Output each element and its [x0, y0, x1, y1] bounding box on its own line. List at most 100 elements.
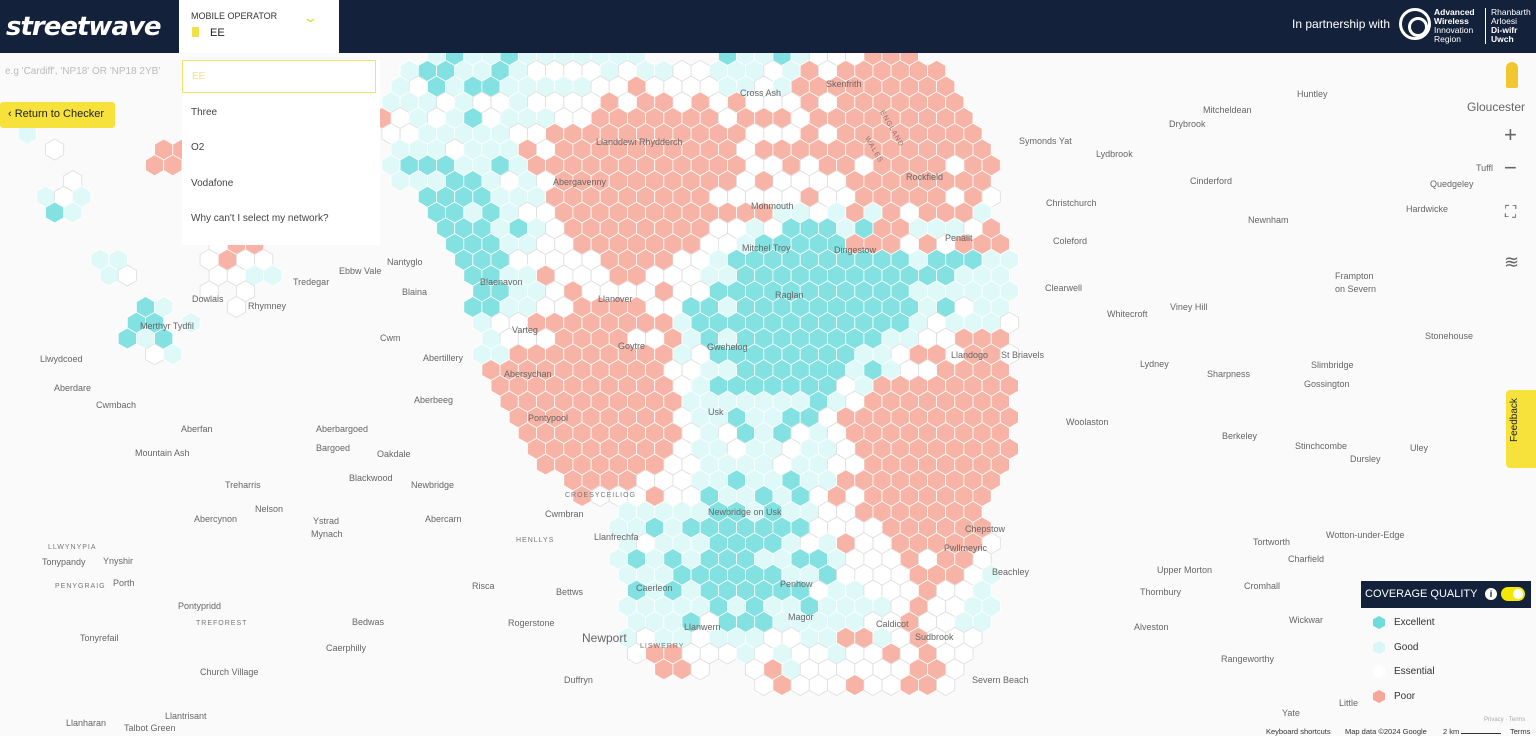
place-label: Bettws	[556, 587, 584, 597]
return-to-checker-button[interactable]: ‹ Return to Checker	[0, 102, 115, 128]
place-label: Blackwood	[349, 473, 393, 483]
place-label: Yate	[1282, 708, 1300, 718]
place-label: Goytre	[618, 341, 645, 351]
place-label: Little	[1339, 698, 1358, 708]
option-three[interactable]: Three	[191, 107, 218, 118]
place-label: Tuffl	[1476, 163, 1493, 173]
place-label: Tortworth	[1253, 537, 1290, 547]
place-label: Gossington	[1304, 379, 1350, 389]
place-label: Cross Ash	[740, 88, 781, 98]
place-label: Pwllmeyric	[944, 543, 988, 553]
place-label: Tonypandy	[42, 557, 86, 567]
place-label: Newport	[582, 631, 627, 645]
coverage-hex-poor[interactable]	[163, 154, 183, 177]
place-label: Beachley	[992, 567, 1030, 577]
privacy-terms-link[interactable]: Privacy · Terms	[1484, 717, 1526, 723]
coverage-hex-essential[interactable]	[936, 674, 956, 696]
place-label: Mitcheldean	[1203, 105, 1252, 115]
place-label: Drybrook	[1169, 119, 1206, 129]
place-label: Dowlais	[192, 294, 224, 304]
place-label: Hardwicke	[1406, 204, 1448, 214]
place-label: Caerleon	[636, 583, 673, 593]
place-label: Llanfrechfa	[594, 532, 639, 542]
coverage-hex-essential[interactable]	[226, 296, 246, 318]
place-label: Coleford	[1053, 236, 1087, 246]
place-label: Abergavenny	[553, 177, 607, 187]
place-label: Aberdare	[54, 383, 91, 393]
place-label: Bargoed	[316, 443, 350, 453]
feedback-button[interactable]: Feedback	[1506, 390, 1536, 468]
coverage-hex-essential[interactable]	[690, 658, 710, 681]
zoom-in-button[interactable]: +	[1504, 122, 1517, 147]
place-label: Berkeley	[1222, 431, 1258, 441]
coverage-toggle[interactable]	[1501, 587, 1525, 601]
coverage-hex-good[interactable]	[163, 343, 183, 366]
place-label: Nantyglo	[387, 257, 423, 267]
place-label: Blaenavon	[480, 277, 523, 287]
place-label: Stonehouse	[1425, 331, 1473, 341]
place-label: Gloucester	[1467, 100, 1525, 114]
place-label: Bedwas	[352, 617, 385, 627]
place-label: Penallt	[945, 233, 973, 243]
place-label: Quedgeley	[1430, 179, 1474, 189]
place-label: Upper Morton	[1157, 565, 1212, 575]
place-label: Aberbeeg	[414, 395, 453, 405]
place-label: Nelson	[255, 504, 283, 514]
top-bar: streetwave MOBILE OPERATOR EE ⌄ In partn…	[0, 0, 1536, 53]
mobile-operator-select[interactable]: MOBILE OPERATOR EE ⌄	[179, 0, 339, 53]
place-label: Stinchcombe	[1295, 441, 1347, 451]
option-ee[interactable]: EE	[182, 60, 376, 93]
place-label: Caldicot	[876, 619, 909, 629]
coverage-hex-good[interactable]	[263, 264, 283, 287]
coverage-hex-essential[interactable]	[199, 280, 219, 303]
place-label: Llanddewi Rhydderch	[596, 137, 683, 147]
network-help-link[interactable]: Why can't I select my network?	[191, 213, 329, 224]
place-label: CROESYCEILIOG	[565, 492, 636, 499]
place-label: Sudbrook	[915, 632, 954, 642]
fullscreen-icon[interactable]: ⛶	[1505, 204, 1517, 221]
zoom-out-button[interactable]: −	[1504, 155, 1517, 180]
keyboard-shortcuts-link[interactable]: Keyboard shortcuts	[1266, 727, 1331, 736]
place-label: Merthyr Tydfil	[140, 321, 194, 331]
scale-bar: 2 km	[1443, 727, 1502, 736]
awir-logo-icon	[1399, 8, 1431, 40]
hexagon-icon	[1373, 690, 1385, 703]
place-label: Ystrad	[313, 516, 339, 526]
place-label: Cwmbran	[545, 509, 584, 519]
place-label: Severn Beach	[972, 675, 1029, 685]
place-label: Raglan	[775, 290, 804, 300]
info-icon[interactable]: i	[1485, 588, 1497, 600]
coverage-hex-good[interactable]	[63, 201, 83, 224]
place-label: Mountain Ash	[135, 448, 190, 458]
place-label: Monmouth	[751, 201, 794, 211]
legend-item-poor: Poor	[1373, 690, 1415, 703]
place-label: Wotton-under-Edge	[1326, 530, 1404, 540]
sim-card-icon	[192, 27, 199, 37]
streetwave-logo[interactable]: streetwave	[6, 12, 162, 42]
option-o2[interactable]: O2	[191, 142, 205, 153]
place-label: Symonds Yat	[1019, 136, 1072, 146]
layers-icon[interactable]: ≋	[1504, 252, 1520, 272]
place-label: Whitecroft	[1107, 309, 1148, 319]
option-vodafone[interactable]: Vodafone	[191, 178, 234, 189]
place-label: Tredegar	[293, 277, 329, 287]
place-label: Clearwell	[1045, 283, 1082, 293]
place-label: Rockfield	[906, 172, 943, 182]
location-search-input[interactable]: e.g 'Cardiff', 'NP18' OR 'NP18 2YB'	[5, 66, 161, 77]
place-label: Abertillery	[423, 353, 464, 363]
coverage-hex-essential[interactable]	[45, 138, 65, 161]
coverage-hex-good[interactable]	[181, 311, 201, 334]
place-label: Gwehelog	[707, 342, 748, 352]
place-label: Aberbargoed	[316, 424, 368, 434]
partner-text: In partnership with	[1292, 17, 1391, 31]
street-view-pegman-icon[interactable]	[1506, 62, 1518, 88]
place-label: Magor	[788, 612, 814, 622]
coverage-hex-essential[interactable]	[117, 264, 137, 287]
place-label: Abercynon	[194, 514, 237, 524]
place-label: Varteg	[512, 325, 538, 335]
terms-link[interactable]: Terms	[1510, 727, 1531, 736]
chevron-down-icon[interactable]: ⌄	[302, 10, 319, 25]
place-label: Porth	[113, 578, 135, 588]
place-label: Cwm	[380, 333, 401, 343]
